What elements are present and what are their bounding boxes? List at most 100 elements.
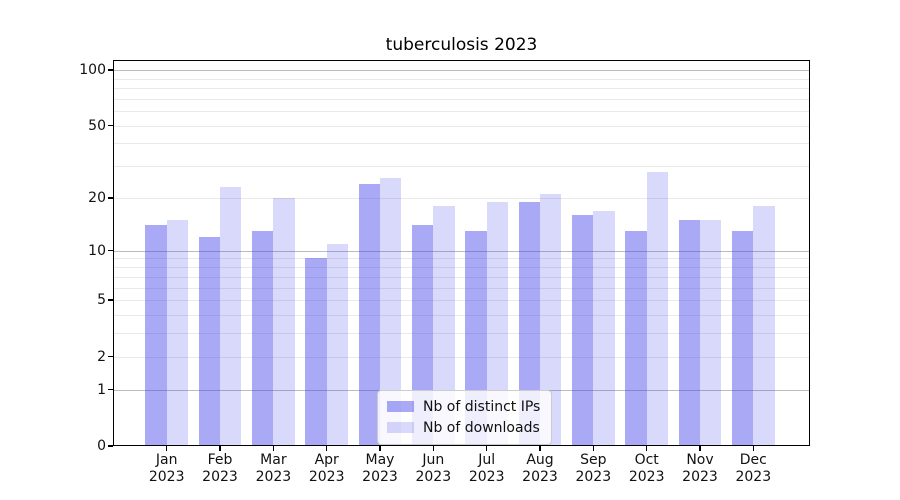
minor-gridline: [113, 287, 810, 289]
y-tick: [108, 445, 113, 447]
y-tick: [108, 69, 113, 71]
minor-gridline: [113, 111, 810, 113]
x-tick: [379, 446, 381, 451]
y-tick-label: 10: [88, 242, 106, 259]
bar-downloads-mar: [273, 198, 295, 446]
bar-distinct-ips-nov: [678, 220, 700, 446]
x-tick-label: Jul 2023: [457, 452, 517, 486]
x-tick-label: Oct 2023: [617, 452, 677, 486]
minor-gridline: [113, 78, 810, 80]
y-tick-label: 5: [97, 292, 106, 308]
legend-item-downloads: Nb of downloads: [387, 417, 540, 438]
x-tick-year: 2023: [202, 469, 238, 485]
bar-distinct-ips-aug: [518, 201, 540, 446]
bar-downloads-jul: [486, 201, 509, 446]
x-tick: [699, 446, 701, 451]
x-tick: [592, 446, 594, 451]
legend-item-distinct-ips: Nb of distinct IPs: [387, 396, 540, 417]
x-tick-year: 2023: [468, 469, 505, 485]
x-tick-label: Aug 2023: [510, 452, 570, 486]
bar-downloads-may: [380, 177, 402, 446]
x-tick: [166, 446, 168, 451]
x-tick-label: Nov 2023: [670, 452, 730, 486]
legend-label-downloads: Nb of downloads: [423, 419, 540, 436]
plot-border: [113, 60, 810, 446]
minor-gridline: [113, 276, 810, 278]
bar-downloads-nov: [700, 220, 722, 446]
x-tick-label: Feb 2023: [190, 452, 250, 486]
legend-label-distinct-ips: Nb of distinct IPs: [423, 398, 541, 415]
legend: Nb of distinct IPs Nb of downloads: [377, 390, 553, 445]
minor-gridline: [113, 166, 810, 168]
y-tick-label: 1: [97, 381, 106, 398]
x-tick-label: Sep 2023: [563, 452, 623, 486]
minor-gridline: [113, 125, 810, 127]
x-tick-label: Dec 2023: [723, 452, 783, 486]
y-tick-label: 20: [88, 190, 106, 206]
minor-gridline: [113, 314, 810, 316]
bar-downloads-aug: [540, 194, 562, 446]
x-tick: [432, 446, 434, 451]
x-tick-year: 2023: [522, 469, 558, 485]
bar-downloads-jan: [166, 220, 189, 446]
x-tick-label: May 2023: [350, 452, 410, 486]
chart-title: tuberculosis 2023: [385, 35, 538, 55]
x-tick-year: 2023: [308, 469, 345, 485]
minor-gridline: [113, 143, 810, 145]
bar-distinct-ips-apr: [305, 258, 327, 446]
x-tick: [272, 446, 275, 451]
bar-distinct-ips-dec: [731, 231, 754, 446]
x-tick-label: Jan 2023: [137, 452, 197, 486]
y-tick: [108, 388, 113, 391]
x-tick-year: 2023: [255, 469, 292, 485]
x-tick-label: Apr 2023: [297, 452, 357, 486]
minor-gridline: [113, 258, 810, 260]
x-tick-label: Mar 2023: [243, 452, 303, 486]
x-tick: [752, 446, 754, 451]
x-tick-label: Jun 2023: [403, 452, 463, 486]
minor-gridline: [113, 88, 810, 89]
minor-gridline: [113, 300, 810, 301]
y-tick: [108, 197, 113, 199]
y-tick-label: 50: [88, 117, 106, 134]
bar-distinct-ips-may: [358, 183, 380, 446]
bar-distinct-ips-sep: [571, 215, 594, 446]
x-tick: [326, 446, 328, 451]
y-tick-label: 2: [97, 348, 106, 365]
x-tick-year: 2023: [735, 469, 772, 485]
legend-swatch-distinct-ips: [387, 401, 414, 412]
x-tick-year: 2023: [575, 469, 612, 485]
minor-gridline: [113, 267, 810, 268]
x-tick-year: 2023: [415, 469, 452, 485]
bar-downloads-sep: [593, 210, 615, 446]
y-tick-label: 100: [79, 62, 106, 78]
x-tick-year: 2023: [628, 469, 665, 485]
x-tick-year: 2023: [362, 469, 398, 485]
bar-downloads-apr: [326, 243, 349, 446]
bar-downloads-dec: [753, 206, 775, 446]
bar-downloads-oct: [646, 171, 669, 446]
y-tick-label: 0: [97, 438, 106, 454]
y-tick: [108, 355, 113, 358]
x-tick: [486, 446, 488, 451]
bar-distinct-ips-jan: [145, 225, 167, 446]
y-tick: [108, 125, 113, 127]
x-tick: [219, 446, 221, 451]
x-tick-year: 2023: [682, 469, 718, 485]
x-tick: [539, 446, 541, 451]
x-tick: [646, 446, 648, 451]
bar-distinct-ips-oct: [625, 231, 647, 446]
major-gridline: [113, 250, 810, 252]
minor-gridline: [113, 356, 810, 358]
minor-gridline: [113, 198, 810, 199]
bar-downloads-feb: [220, 187, 242, 446]
y-tick: [108, 249, 113, 252]
x-tick-year: 2023: [148, 469, 185, 485]
bar-distinct-ips-feb: [198, 237, 220, 446]
bar-distinct-ips-mar: [252, 231, 274, 446]
y-tick: [108, 299, 113, 301]
